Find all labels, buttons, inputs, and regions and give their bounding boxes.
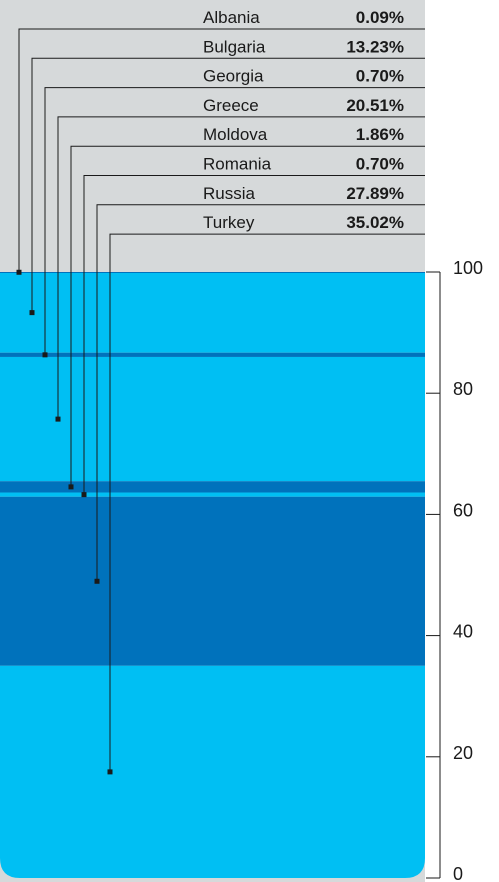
legend-value-turkey: 35.02% [346, 213, 404, 232]
leader-line-albania [18, 28, 425, 273]
bar-segment-romania [0, 492, 425, 497]
bar-segment-turkey [0, 665, 425, 878]
legend-name-greece: Greece [203, 96, 259, 115]
leader-dot-russia [94, 578, 100, 584]
bar-segment-greece [0, 356, 425, 482]
bar-segment-moldova [0, 481, 425, 493]
leader-dot-georgia [42, 352, 48, 358]
legend-value-bulgaria: 13.23% [346, 37, 404, 56]
legend-name-russia: Russia [203, 184, 256, 203]
y-tick-label-40: 40 [453, 622, 473, 642]
y-tick-label-20: 20 [453, 743, 473, 763]
legend-name-bulgaria: Bulgaria [203, 37, 266, 56]
legend-value-greece: 20.51% [346, 96, 404, 115]
leader-line-moldova [70, 145, 425, 487]
legend-name-moldova: Moldova [203, 125, 268, 144]
y-axis: 0 20 40 60 80 100 [426, 258, 483, 882]
leader-dot-romania [81, 492, 87, 498]
leader-lines [16, 28, 425, 775]
leader-dot-moldova [68, 484, 74, 490]
y-tick-label-100: 100 [453, 258, 483, 278]
leader-line-bulgaria [31, 57, 425, 313]
leader-dot-greece [55, 416, 61, 422]
legend-value-romania: 0.70% [356, 155, 404, 174]
legend-name-turkey: Turkey [203, 213, 255, 232]
leader-line-greece [57, 116, 425, 420]
legend-value-albania: 0.09% [356, 8, 404, 27]
leader-line-russia [96, 204, 425, 582]
legend-name-romania: Romania [203, 155, 272, 174]
y-tick-label-0: 0 [453, 864, 463, 882]
leader-line-turkey [109, 233, 425, 772]
bar-segment-bulgaria [0, 272, 425, 353]
leader-dot-turkey [107, 769, 113, 775]
bar-segment-russia [0, 496, 425, 666]
legend-labels: Albania 0.09% Bulgaria 13.23% Georgia 0.70% Gr… [203, 8, 404, 232]
leader-line-georgia [44, 87, 425, 355]
leader-dot-albania [16, 269, 22, 275]
legend-value-georgia: 0.70% [356, 67, 404, 86]
bar-segment-georgia [0, 352, 425, 357]
legend-value-russia: 27.89% [346, 184, 404, 203]
leader-line-romania [83, 175, 425, 495]
leader-dot-bulgaria [29, 310, 35, 316]
legend-value-moldova: 1.86% [356, 125, 404, 144]
bar-segments [0, 272, 425, 878]
legend-name-georgia: Georgia [203, 67, 264, 86]
legend-name-albania: Albania [203, 8, 260, 27]
y-tick-label-60: 60 [453, 500, 473, 520]
y-tick-label-80: 80 [453, 379, 473, 399]
